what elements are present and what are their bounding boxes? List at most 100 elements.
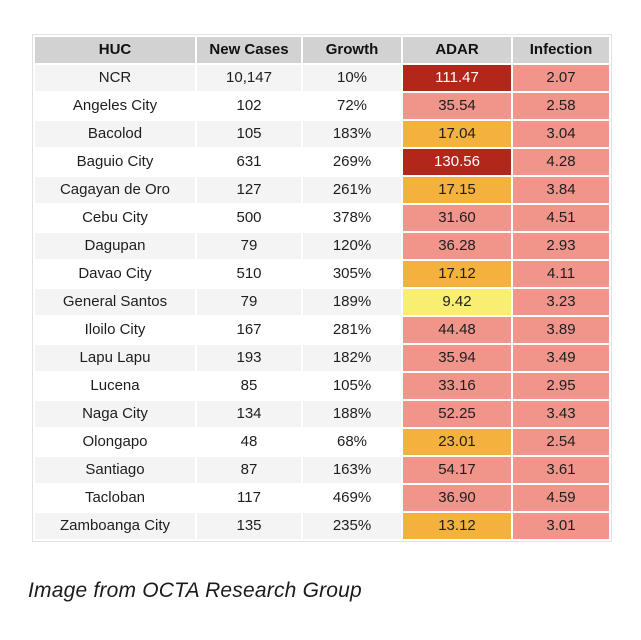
cell-huc: Naga City [33, 399, 197, 429]
cell-adar: 9.42 [401, 287, 513, 317]
cell-infection: 2.95 [511, 371, 611, 401]
cell-adar: 54.17 [401, 455, 513, 485]
cell-growth: 235% [301, 511, 403, 541]
cell-new-cases: 105 [195, 119, 303, 149]
cell-adar: 35.94 [401, 343, 513, 373]
cell-growth: 189% [301, 287, 403, 317]
cell-huc: Zamboanga City [33, 511, 197, 541]
cell-adar: 44.48 [401, 315, 513, 345]
cell-infection: 3.61 [511, 455, 611, 485]
cell-infection: 4.11 [511, 259, 611, 289]
cell-growth: 72% [301, 91, 403, 121]
cell-growth: 188% [301, 399, 403, 429]
table-row: General Santos 79 189% 9.42 3.23 [33, 287, 611, 317]
cell-growth: 269% [301, 147, 403, 177]
page: HUC New Cases Growth ADAR Infection NCR … [28, 34, 612, 602]
cell-new-cases: 79 [195, 231, 303, 261]
cell-new-cases: 127 [195, 175, 303, 205]
cell-new-cases: 167 [195, 315, 303, 345]
table-row: Cebu City 500 378% 31.60 4.51 [33, 203, 611, 233]
table-row: Tacloban 117 469% 36.90 4.59 [33, 483, 611, 513]
table-row: Santiago 87 163% 54.17 3.61 [33, 455, 611, 485]
cell-infection: 2.58 [511, 91, 611, 121]
cell-infection: 4.28 [511, 147, 611, 177]
cell-growth: 261% [301, 175, 403, 205]
cell-adar: 36.90 [401, 483, 513, 513]
column-header-adar: ADAR [401, 35, 513, 65]
cell-adar: 36.28 [401, 231, 513, 261]
cell-infection: 2.07 [511, 63, 611, 93]
cell-adar: 52.25 [401, 399, 513, 429]
cell-huc: General Santos [33, 287, 197, 317]
table-row: Olongapo 48 68% 23.01 2.54 [33, 427, 611, 457]
cell-huc: Olongapo [33, 427, 197, 457]
table-row: Zamboanga City 135 235% 13.12 3.01 [33, 511, 611, 541]
table-row: Lucena 85 105% 33.16 2.95 [33, 371, 611, 401]
cell-new-cases: 500 [195, 203, 303, 233]
table-row: Bacolod 105 183% 17.04 3.04 [33, 119, 611, 149]
cell-adar: 111.47 [401, 63, 513, 93]
cell-growth: 10% [301, 63, 403, 93]
column-header-infection: Infection [511, 35, 611, 65]
table-row: Naga City 134 188% 52.25 3.43 [33, 399, 611, 429]
cell-growth: 105% [301, 371, 403, 401]
cell-adar: 17.15 [401, 175, 513, 205]
cell-huc: Lapu Lapu [33, 343, 197, 373]
cell-new-cases: 193 [195, 343, 303, 373]
cell-infection: 2.54 [511, 427, 611, 457]
cell-growth: 305% [301, 259, 403, 289]
table-header-row: HUC New Cases Growth ADAR Infection [33, 35, 611, 65]
cell-infection: 4.51 [511, 203, 611, 233]
cell-huc: Davao City [33, 259, 197, 289]
cell-growth: 182% [301, 343, 403, 373]
cell-new-cases: 117 [195, 483, 303, 513]
table-row: Lapu Lapu 193 182% 35.94 3.49 [33, 343, 611, 373]
cell-huc: Angeles City [33, 91, 197, 121]
cell-new-cases: 85 [195, 371, 303, 401]
column-header-growth: Growth [301, 35, 403, 65]
cell-growth: 378% [301, 203, 403, 233]
cell-huc: Dagupan [33, 231, 197, 261]
cell-infection: 3.01 [511, 511, 611, 541]
cell-huc: Lucena [33, 371, 197, 401]
table-row: Cagayan de Oro 127 261% 17.15 3.84 [33, 175, 611, 205]
image-source-caption: Image from OCTA Research Group [28, 579, 362, 602]
cell-infection: 2.93 [511, 231, 611, 261]
cell-growth: 183% [301, 119, 403, 149]
cell-adar: 33.16 [401, 371, 513, 401]
cell-adar: 17.04 [401, 119, 513, 149]
cell-new-cases: 10,147 [195, 63, 303, 93]
table-row: Angeles City 102 72% 35.54 2.58 [33, 91, 611, 121]
cell-new-cases: 87 [195, 455, 303, 485]
cell-adar: 23.01 [401, 427, 513, 457]
cell-infection: 3.84 [511, 175, 611, 205]
cell-new-cases: 48 [195, 427, 303, 457]
table-row: Dagupan 79 120% 36.28 2.93 [33, 231, 611, 261]
cell-adar: 13.12 [401, 511, 513, 541]
cell-infection: 3.89 [511, 315, 611, 345]
table-row: Baguio City 631 269% 130.56 4.28 [33, 147, 611, 177]
cell-adar: 130.56 [401, 147, 513, 177]
table-row: NCR 10,147 10% 111.47 2.07 [33, 63, 611, 93]
cell-infection: 4.59 [511, 483, 611, 513]
cell-growth: 120% [301, 231, 403, 261]
column-header-huc: HUC [33, 35, 197, 65]
column-header-new-cases: New Cases [195, 35, 303, 65]
cell-huc: Santiago [33, 455, 197, 485]
cell-huc: Bacolod [33, 119, 197, 149]
cell-adar: 35.54 [401, 91, 513, 121]
cell-new-cases: 79 [195, 287, 303, 317]
cell-new-cases: 135 [195, 511, 303, 541]
cell-infection: 3.49 [511, 343, 611, 373]
huc-data-table: HUC New Cases Growth ADAR Infection NCR … [32, 34, 612, 542]
cell-growth: 68% [301, 427, 403, 457]
cell-growth: 281% [301, 315, 403, 345]
cell-huc: Cebu City [33, 203, 197, 233]
cell-huc: Cagayan de Oro [33, 175, 197, 205]
cell-new-cases: 510 [195, 259, 303, 289]
cell-adar: 31.60 [401, 203, 513, 233]
cell-growth: 469% [301, 483, 403, 513]
cell-infection: 3.23 [511, 287, 611, 317]
table-row: Davao City 510 305% 17.12 4.11 [33, 259, 611, 289]
cell-new-cases: 102 [195, 91, 303, 121]
